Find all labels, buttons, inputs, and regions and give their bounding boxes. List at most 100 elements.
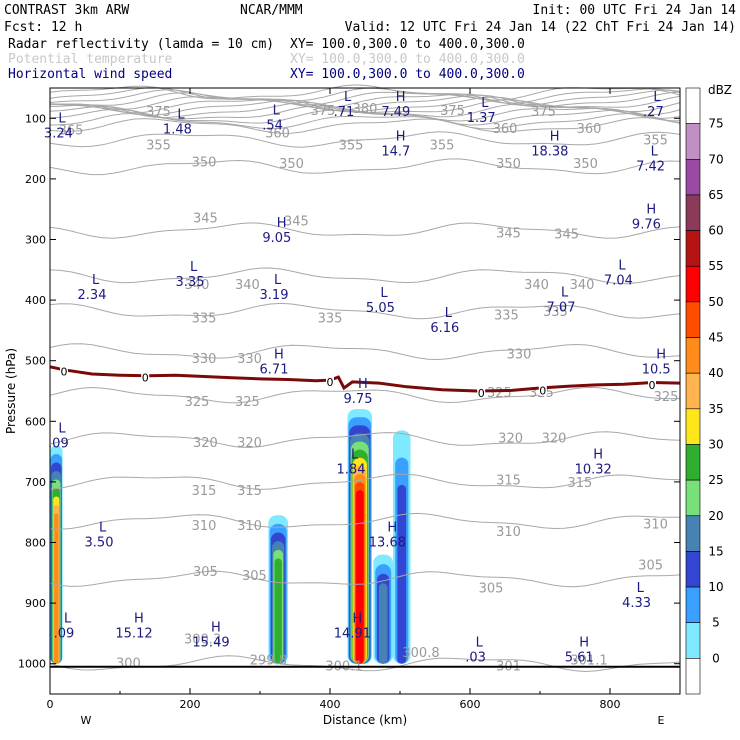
wind-extremum: H9.75 [344, 377, 373, 407]
header: CONTRAST 3km ARW NCAR/MMM Init: 00 UTC F… [4, 3, 736, 82]
isotherm-label-bg [538, 384, 547, 396]
west-label: W [81, 714, 92, 727]
wind-extremum-value: 7.07 [547, 300, 576, 315]
wind-extremum-value: 15.12 [115, 626, 152, 641]
wind-extremum: H15.49 [192, 620, 229, 650]
wind-extremum-value: 3.50 [85, 535, 114, 550]
colorbar-swatch [685, 301, 701, 338]
colorbar-swatch [685, 158, 701, 196]
wind-extremum-value: 10.5 [642, 363, 671, 378]
theta-label: 375 [146, 105, 171, 120]
theta-label: 315 [567, 476, 592, 491]
colorbar-swatch [685, 551, 701, 588]
colorbar-tick-label: 5 [712, 616, 720, 630]
colorbar-tick-label: 75 [708, 117, 723, 131]
wind-extremum-value: .71 [334, 105, 355, 120]
theta-label: 350 [496, 157, 521, 172]
x-tick-label: 600 [460, 698, 481, 711]
y-tick-label: 700 [25, 476, 46, 489]
wind-extremum: L.09 [54, 611, 75, 641]
wind-extremum: H5.61 [565, 636, 594, 666]
y-tick-label: 200 [25, 173, 46, 186]
colorbar-swatch [685, 479, 701, 517]
colorbar-swatch [685, 265, 701, 303]
theta-label: 360 [265, 126, 290, 141]
theta-label: 310 [192, 519, 217, 534]
wind-extremum-value: .27 [643, 105, 664, 120]
theta-label: 355 [146, 139, 171, 154]
theta-label: 335 [543, 305, 568, 320]
colorbar-swatch [685, 123, 701, 160]
theta-label: 325 [487, 386, 512, 401]
y-tick-label: 100 [25, 112, 46, 125]
isotherm-label: 0 [478, 387, 485, 400]
wind-extremum: H6.71 [260, 348, 289, 378]
wind-extremum: L6.16 [430, 306, 459, 336]
theta-label: 305 [638, 559, 663, 574]
theta-label: 350 [192, 156, 217, 171]
theta-contour [49, 267, 681, 285]
wind-extremum-type: H [646, 202, 656, 217]
wind-extremum-type: H [656, 348, 666, 363]
theta-label: 345 [284, 214, 309, 229]
x-axis-label: Distance (km) [323, 713, 407, 727]
wind-extremum-type: L [344, 90, 352, 105]
theta-contour [49, 473, 681, 490]
wind-extremum: L1.84 [337, 448, 366, 478]
wind-extremum-type: L [481, 96, 489, 111]
theta-contour [49, 343, 681, 361]
x-tick-label: 800 [600, 698, 621, 711]
theta-label: 350 [279, 157, 304, 172]
theta-contour [49, 222, 681, 239]
theta-label: 315 [192, 484, 217, 499]
colorbar-tick-label: 40 [708, 366, 723, 380]
colorbar-tick-label: 0 [712, 651, 720, 665]
theta-label: 310 [237, 519, 262, 534]
y-axis-label: Pressure (hPa) [4, 348, 18, 434]
theta-label: 345 [496, 226, 521, 241]
theta-label: 355 [339, 139, 364, 154]
colorbar-tick-label: 15 [708, 544, 723, 558]
wind-extremum-value: 7.42 [636, 160, 665, 175]
wind-extremum: L.54 [262, 103, 283, 133]
field-1-xy: XY= 100.0,300.0 to 400.0,300.0 [290, 37, 525, 52]
reflectivity-layer [50, 409, 411, 664]
wind-extremum-type: L [561, 285, 569, 300]
wind-extremum-type: L [445, 306, 453, 321]
colorbar-tick-label: 60 [708, 224, 723, 238]
axes: 0 200 400 600 800 100 200 300 400 500 600 700 800 900… [18, 88, 680, 711]
theta-label: 340 [570, 278, 595, 293]
theta-label: 380 [353, 102, 378, 117]
wind-extremum-type: H [396, 90, 406, 105]
theta-label: 310 [496, 525, 521, 540]
wind-extremum: H7.49 [381, 90, 410, 120]
theta-label: 320 [193, 436, 218, 451]
theta-label: 365 [59, 123, 84, 138]
isotherm-label-bg [477, 386, 486, 398]
x-tick-label: 0 [47, 698, 54, 711]
wind-extremum-type: L [273, 103, 281, 118]
wind-extremum-value: 6.16 [430, 321, 459, 336]
wind-extremum-value: 13.68 [369, 535, 406, 550]
theta-label: 300 [116, 657, 141, 672]
colorbar-swatch [685, 408, 701, 445]
theta-contour [49, 302, 681, 320]
theta-label: 305 [479, 582, 504, 597]
colorbar-swatch [685, 372, 701, 410]
theta-contour [49, 570, 681, 588]
wind-extremum-type: L [64, 611, 72, 626]
wind-extremum: L1.37 [467, 96, 496, 126]
theta-contour [49, 94, 681, 111]
theta-label: 340 [235, 278, 260, 293]
wind-extremum-type: H [211, 620, 221, 635]
wind-extremum-type: L [92, 273, 100, 288]
wind-extremum: L.71 [334, 90, 355, 120]
colorbar-tick-label: 50 [708, 295, 723, 309]
theta-label: 301.1 [570, 654, 607, 669]
wind-extremum: L3.19 [260, 273, 289, 303]
theta-label: 360 [577, 122, 602, 137]
wind-extremum-type: L [637, 581, 645, 596]
isotherm-label-bg [60, 365, 68, 377]
wind-extremum-type: H [387, 520, 397, 535]
theta-contour [49, 96, 681, 114]
